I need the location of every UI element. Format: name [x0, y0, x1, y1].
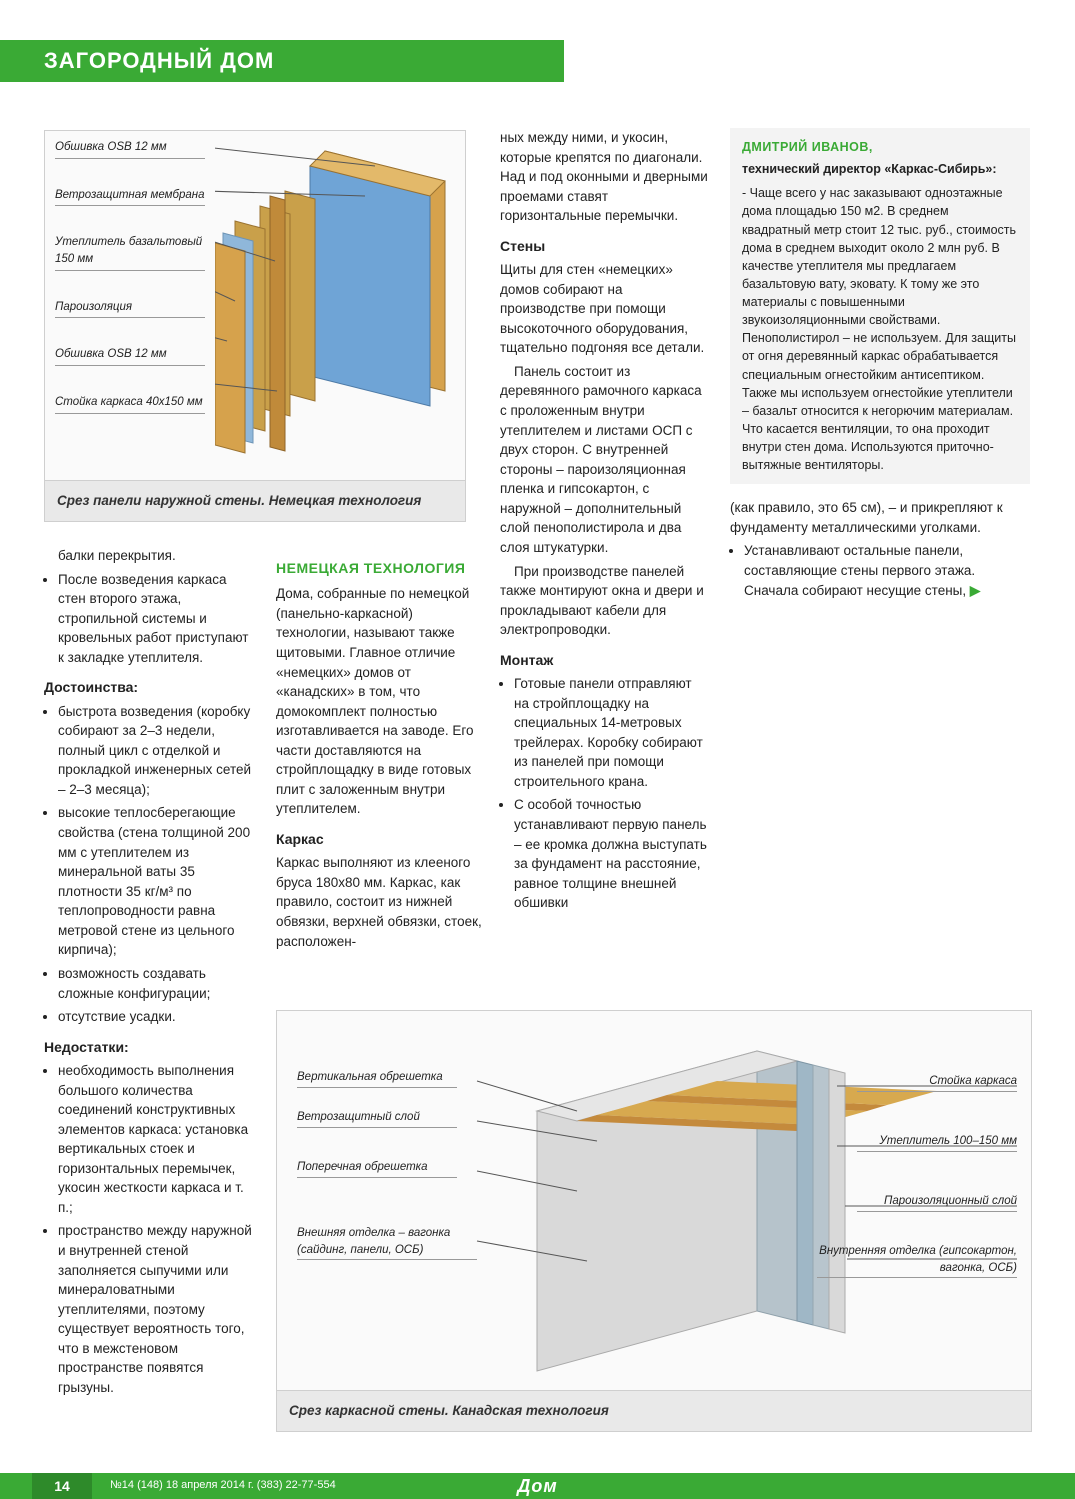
- con-0: необходимость выполнения большого количе…: [58, 1061, 254, 1218]
- col3-b1: С особой точностью устанавливают первую …: [514, 795, 710, 912]
- col3-p2: Щиты для стен «немецких» домов собирают …: [500, 260, 710, 358]
- col2-p1: Дома, собранные по немецкой (панельно-ка…: [276, 584, 486, 819]
- col3-b0: Готовые панели отправляют на стройплощад…: [514, 674, 710, 791]
- d1-label-4: Обшивка OSB 12 мм: [55, 346, 205, 366]
- col2-heading: НЕМЕЦКАЯ ТЕХНОЛОГИЯ: [276, 558, 486, 578]
- quote-name: ДМИТРИЙ ИВАНОВ,: [742, 138, 1018, 156]
- diagram1-svg: [215, 141, 455, 471]
- quote-title: технический директор «Каркас-Сибирь»:: [742, 160, 1018, 178]
- d2-left-3: Внешняя отделка – вагонка (сайдинг, пане…: [297, 1225, 477, 1260]
- page-footer: 14 №14 (148) 18 апреля 2014 г. (383) 22-…: [0, 1473, 1075, 1499]
- pro-3: отсутствие усадки.: [58, 1007, 254, 1027]
- section-title: ЗАГОРОДНЫЙ ДОМ: [44, 45, 274, 77]
- continue-arrow-icon: ▶: [970, 583, 980, 598]
- d2-right-3: Внутренняя отделка (гипсокартон, вагонка…: [817, 1243, 1017, 1278]
- diagram1-caption: Срез панели наружной стены. Немецкая тех…: [45, 480, 465, 521]
- pro-1: высокие теплосберегающие свойства (стена…: [58, 803, 254, 960]
- d1-label-1: Ветрозащитная мембрана: [55, 187, 205, 207]
- expert-quote: ДМИТРИЙ ИВАНОВ, технический директор «Ка…: [730, 128, 1030, 484]
- d2-left-2: Поперечная обрешетка: [297, 1159, 457, 1178]
- column-3: ных между ними, и укосин, которые крепят…: [500, 128, 710, 921]
- pros-list: быстрота возведения (коробку собирают за…: [44, 702, 254, 1027]
- col1-lead: балки перекрытия.: [44, 546, 254, 566]
- page-number: 14: [32, 1473, 92, 1499]
- column-2: НЕМЕЦКАЯ ТЕХНОЛОГИЯ Дома, собранные по н…: [276, 546, 486, 955]
- column-4: ДМИТРИЙ ИВАНОВ, технический директор «Ка…: [730, 128, 1030, 608]
- col3-p3: Панель состоит из деревянного рамочного …: [500, 362, 710, 558]
- d1-label-5: Стойка каркаса 40x150 мм: [55, 394, 205, 414]
- diagram2-caption: Срез каркасной стены. Канадская технолог…: [277, 1390, 1031, 1431]
- diagram-canadian-wall: Вертикальная обрешетка Ветрозащитный сло…: [276, 1010, 1032, 1432]
- d1-label-3: Пароизоляция: [55, 299, 205, 319]
- col4-after-bullet: Устанавливают остальные панели, составля…: [744, 541, 1030, 600]
- cons-list: необходимость выполнения большого количе…: [44, 1061, 254, 1398]
- col4-after-p: (как правило, это 65 см), – и прикрепляю…: [730, 498, 1030, 537]
- section-header: ЗАГОРОДНЫЙ ДОМ: [0, 40, 564, 82]
- diagram-german-panel: Обшивка OSB 12 мм Ветрозащитная мембрана…: [44, 130, 466, 522]
- col4-after: (как правило, это 65 см), – и прикрепляю…: [730, 498, 1030, 600]
- d2-right-1: Утеплитель 100–150 мм: [857, 1133, 1017, 1152]
- pros-title: Достоинства:: [44, 677, 254, 697]
- pro-2: возможность создавать сложные конфигурац…: [58, 964, 254, 1003]
- cons-title: Недостатки:: [44, 1037, 254, 1057]
- col3-sub2: Монтаж: [500, 650, 710, 670]
- col2-p2: Каркас выполняют из клееного бруса 180x8…: [276, 853, 486, 951]
- col3-bullets: Готовые панели отправляют на стройплощад…: [500, 674, 710, 913]
- col2-sub1: Каркас: [276, 829, 486, 849]
- col3-sub1: Стены: [500, 236, 710, 256]
- con-1: пространство между наружной и внутренней…: [58, 1221, 254, 1397]
- d2-right-2: Пароизоляционный слой: [857, 1193, 1017, 1212]
- d2-left-0: Вертикальная обрешетка: [297, 1069, 457, 1088]
- issue-info: №14 (148) 18 апреля 2014 г. (383) 22-77-…: [110, 1478, 336, 1494]
- col3-p1: ных между ними, и укосин, которые крепят…: [500, 128, 710, 226]
- diagram1-labels: Обшивка OSB 12 мм Ветрозащитная мембрана…: [55, 139, 205, 442]
- page: ЗАГОРОДНЫЙ ДОМ Обшивка OSB 12 мм Ветроза…: [0, 0, 1075, 1499]
- brand-logo: Дом: [517, 1473, 557, 1499]
- col3-p4: При производстве панелей также монтируют…: [500, 562, 710, 640]
- pro-0: быстрота возведения (коробку собирают за…: [58, 702, 254, 800]
- quote-body: - Чаще всего у нас заказывают одноэтажны…: [742, 184, 1018, 474]
- d2-right-0: Стойка каркаса: [857, 1073, 1017, 1092]
- column-1: балки перекрытия. После возведения карка…: [44, 546, 254, 1406]
- d1-label-2: Утеплитель базальтовый 150 мм: [55, 234, 205, 270]
- d1-label-0: Обшивка OSB 12 мм: [55, 139, 205, 159]
- d2-left-1: Ветрозащитный слой: [297, 1109, 457, 1128]
- col1-lead-bullet: После возведения каркаса стен второго эт…: [58, 570, 254, 668]
